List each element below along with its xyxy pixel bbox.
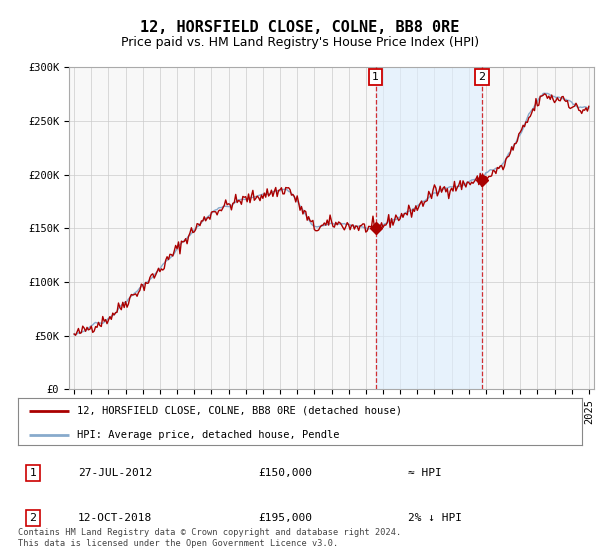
Text: 2: 2 [479, 72, 485, 82]
Text: 12, HORSFIELD CLOSE, COLNE, BB8 0RE: 12, HORSFIELD CLOSE, COLNE, BB8 0RE [140, 20, 460, 35]
Bar [376, 67, 482, 389]
Text: 2: 2 [29, 513, 37, 523]
Text: Contains HM Land Registry data © Crown copyright and database right 2024.
This d: Contains HM Land Registry data © Crown c… [18, 528, 401, 548]
Text: 1: 1 [29, 468, 37, 478]
Text: HPI: Average price, detached house, Pendle: HPI: Average price, detached house, Pend… [77, 430, 340, 440]
Text: 12-OCT-2018: 12-OCT-2018 [78, 513, 152, 523]
Text: 12, HORSFIELD CLOSE, COLNE, BB8 0RE (detached house): 12, HORSFIELD CLOSE, COLNE, BB8 0RE (det… [77, 406, 402, 416]
Text: 2% ↓ HPI: 2% ↓ HPI [408, 513, 462, 523]
Text: 27-JUL-2012: 27-JUL-2012 [78, 468, 152, 478]
Text: 1: 1 [372, 72, 379, 82]
Text: ≈ HPI: ≈ HPI [408, 468, 442, 478]
Text: Price paid vs. HM Land Registry's House Price Index (HPI): Price paid vs. HM Land Registry's House … [121, 36, 479, 49]
Text: £150,000: £150,000 [258, 468, 312, 478]
Text: £195,000: £195,000 [258, 513, 312, 523]
